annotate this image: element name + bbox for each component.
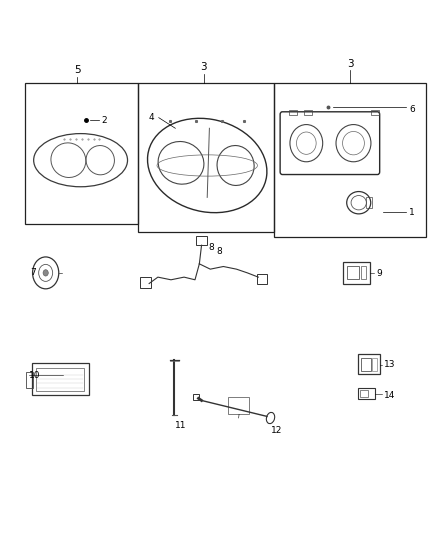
Text: 8: 8 — [208, 244, 214, 253]
Bar — [258, 274, 267, 284]
Bar — [372, 358, 377, 371]
Circle shape — [43, 270, 48, 276]
Text: 10: 10 — [29, 371, 41, 380]
Bar — [36, 368, 84, 391]
Bar — [347, 266, 359, 279]
Bar — [141, 277, 151, 288]
Bar — [196, 236, 207, 245]
Bar — [358, 354, 380, 374]
Text: 3: 3 — [201, 62, 207, 72]
Text: 3: 3 — [346, 59, 353, 69]
Bar — [26, 372, 33, 387]
Text: 5: 5 — [74, 65, 81, 75]
Text: 13: 13 — [384, 360, 396, 369]
Text: 6: 6 — [409, 105, 415, 114]
Bar — [358, 387, 375, 399]
Bar — [304, 110, 312, 115]
Bar — [228, 397, 249, 414]
Bar — [361, 358, 371, 371]
Bar — [32, 364, 89, 395]
Text: 8: 8 — [217, 247, 223, 256]
Text: 7: 7 — [30, 269, 36, 277]
Text: 14: 14 — [384, 391, 396, 400]
Bar — [343, 262, 370, 284]
Text: 4: 4 — [148, 113, 154, 122]
Bar — [361, 266, 366, 279]
Text: 1: 1 — [409, 208, 415, 217]
Text: 9: 9 — [376, 269, 382, 278]
Bar — [371, 110, 379, 115]
Text: 12: 12 — [271, 426, 282, 435]
Bar — [360, 390, 368, 397]
Text: 11: 11 — [174, 422, 186, 431]
Bar — [289, 110, 297, 115]
Text: 2: 2 — [101, 116, 107, 125]
Bar — [193, 394, 199, 400]
Bar — [366, 197, 372, 208]
